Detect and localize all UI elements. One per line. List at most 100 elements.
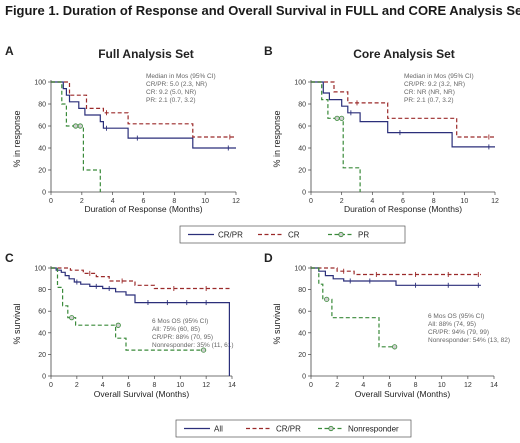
x-tick-label: 10 — [201, 198, 209, 205]
panel-title: Full Analysis Set — [98, 47, 194, 61]
y-tick-label: 80 — [298, 102, 306, 109]
series-line-cr-pr — [51, 81, 236, 149]
x-tick-label: 8 — [414, 382, 418, 389]
annotation-line: PR: 2.1 (0.7, 3.2) — [146, 97, 196, 104]
x-tick-label: 12 — [464, 382, 472, 389]
censor-marker — [334, 115, 340, 121]
x-tick-label: 14 — [490, 382, 498, 389]
annotation-line: Median in Mos (95% CI) — [404, 73, 474, 80]
series-line-all — [51, 267, 230, 376]
y-tick-label: 100 — [294, 266, 306, 273]
y-axis-title: % in response — [12, 110, 22, 167]
y-tick-label: 60 — [298, 124, 306, 131]
series-line-cr — [311, 81, 495, 138]
panel-title: Core Analysis Set — [353, 47, 455, 61]
chart-panel-b: B Core Analysis Set 0 20 40 60 80 100 0 2 4 6 8 10 12 D… — [264, 44, 499, 214]
legend-box — [179, 225, 406, 244]
x-tick-label: 0 — [49, 198, 53, 205]
x-tick-label: 10 — [438, 382, 446, 389]
x-tick-label: 4 — [361, 382, 365, 389]
annotation-line: PR: 2.1 (0.7, 3.2) — [404, 97, 454, 104]
legend-label: CR/PR — [276, 425, 301, 434]
legend-marker — [328, 425, 334, 432]
x-tick-label: 14 — [228, 382, 236, 389]
figure-title: Figure 1. Duration of Response and Overa… — [5, 3, 520, 18]
y-axis-title: % in response — [272, 110, 282, 167]
annotation-line: CR: NR (NR, NR) — [404, 89, 455, 96]
series-line-cr-pr — [311, 81, 495, 148]
chart-panel-a: A Full Analysis Set 0 20 40 60 80 100 0 2 4 6 8 10 12 D… — [5, 44, 240, 214]
legend-box — [175, 419, 412, 438]
x-axis-title: Duration of Response (Months) — [84, 204, 202, 214]
legend-label: PR — [358, 231, 369, 240]
censor-marker — [77, 123, 83, 129]
y-axis-title: % survival — [272, 303, 282, 344]
y-tick-label: 40 — [38, 330, 46, 337]
panel-letter: A — [5, 44, 14, 58]
x-tick-label: 6 — [142, 198, 146, 205]
y-tick-label: 100 — [294, 80, 306, 87]
x-tick-label: 6 — [127, 382, 131, 389]
legend-label: Nonresponder — [348, 425, 399, 434]
x-tick-label: 4 — [370, 198, 374, 205]
censor-marker — [115, 322, 121, 328]
x-tick-label: 8 — [172, 198, 176, 205]
y-tick-label: 20 — [38, 352, 46, 359]
x-tick-label: 2 — [75, 382, 79, 389]
x-tick-label: 8 — [432, 198, 436, 205]
series-line-cr — [51, 81, 236, 138]
x-tick-label: 12 — [202, 382, 210, 389]
chart-panel-c: C 0 20 40 60 80 100 0 2 4 6 8 10 12 14 Overall Survival… — [5, 251, 236, 399]
y-tick-label: 40 — [38, 146, 46, 153]
legend-label: CR/PR — [218, 231, 243, 240]
annotation-line: All: 88% (74, 95) — [428, 321, 476, 328]
annotation-line: All: 75% (60, 85) — [152, 326, 200, 333]
y-tick-label: 0 — [42, 190, 46, 197]
y-tick-label: 20 — [298, 168, 306, 175]
x-tick-label: 6 — [387, 382, 391, 389]
y-tick-label: 60 — [38, 124, 46, 131]
y-tick-label: 80 — [298, 287, 306, 294]
x-tick-label: 2 — [80, 198, 84, 205]
y-tick-label: 80 — [38, 102, 46, 109]
series-line-nonresponder — [51, 267, 207, 351]
x-tick-label: 10 — [460, 198, 468, 205]
y-tick-label: 60 — [298, 309, 306, 316]
y-tick-label: 20 — [38, 168, 46, 175]
x-tick-label: 2 — [335, 382, 339, 389]
panel-letter: B — [264, 44, 273, 58]
y-tick-label: 0 — [42, 374, 46, 381]
x-tick-label: 4 — [101, 382, 105, 389]
annotation-line: CR/PR: 9.2 (3.2, NR) — [404, 81, 465, 88]
legend-marker — [338, 231, 344, 238]
x-tick-label: 0 — [309, 198, 313, 205]
annotation-line: 6 Mos OS (95% CI) — [428, 313, 484, 320]
y-tick-label: 40 — [298, 146, 306, 153]
censor-marker — [200, 347, 207, 353]
annotation-line: Nonresponder: 54% (13, 82) — [428, 337, 510, 344]
series-line-all — [311, 267, 481, 286]
series-line-nonresponder — [311, 267, 395, 348]
panel-letter: C — [5, 251, 14, 265]
annotation-line: CR/PR: 94% (79, 99) — [428, 329, 489, 336]
x-tick-label: 12 — [491, 198, 499, 205]
x-tick-label: 8 — [152, 382, 156, 389]
annotation-line: CR/PR: 5.0 (2.3, NR) — [146, 81, 207, 88]
censor-marker — [69, 315, 75, 321]
series-line-cr-pr — [51, 267, 232, 290]
chart-panel-d: D 0 20 40 60 80 100 0 2 4 6 8 10 12 14 Overall Survival… — [264, 251, 510, 399]
x-tick-label: 2 — [340, 198, 344, 205]
legend-2: All CR/PR Nonresponder — [175, 419, 412, 438]
y-tick-label: 0 — [302, 374, 306, 381]
censor-marker — [392, 344, 398, 350]
y-tick-label: 80 — [38, 287, 46, 294]
y-tick-label: 100 — [34, 266, 46, 273]
x-tick-label: 10 — [176, 382, 184, 389]
y-axis-title: % survival — [12, 303, 22, 344]
x-tick-label: 0 — [49, 382, 53, 389]
x-tick-label: 4 — [111, 198, 115, 205]
annotation-line: 6 Mos OS (95% CI) — [152, 318, 208, 325]
y-tick-label: 0 — [302, 190, 306, 197]
censor-marker — [324, 296, 330, 302]
